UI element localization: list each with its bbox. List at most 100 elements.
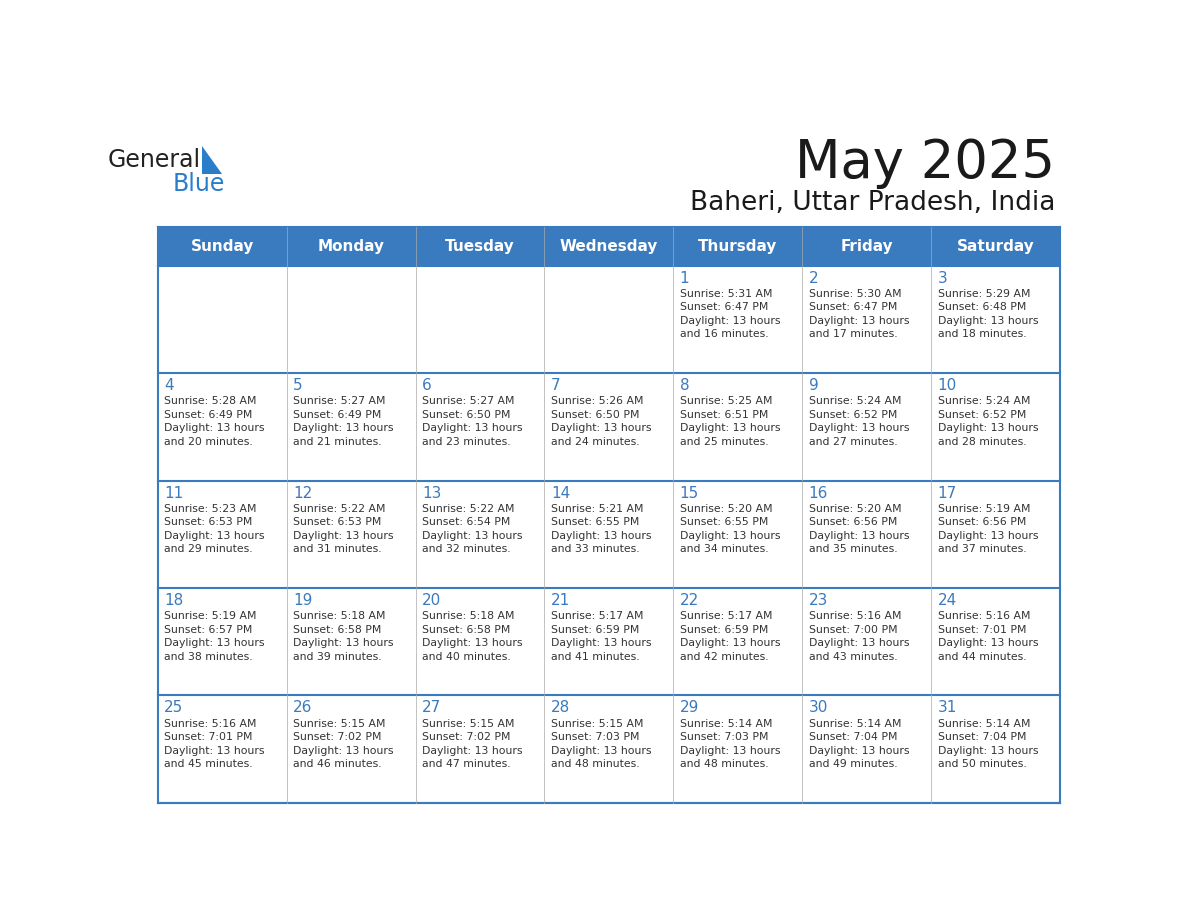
Text: Sunset: 6:52 PM: Sunset: 6:52 PM <box>937 409 1026 420</box>
Text: Sunday: Sunday <box>190 239 254 253</box>
Text: and 23 minutes.: and 23 minutes. <box>422 437 511 447</box>
Text: 10: 10 <box>937 378 956 393</box>
Text: and 48 minutes.: and 48 minutes. <box>680 759 769 769</box>
Text: and 44 minutes.: and 44 minutes. <box>937 652 1026 662</box>
Text: and 28 minutes.: and 28 minutes. <box>937 437 1026 447</box>
Text: Daylight: 13 hours: Daylight: 13 hours <box>680 638 781 648</box>
Text: and 31 minutes.: and 31 minutes. <box>293 544 381 554</box>
Bar <box>416 696 544 803</box>
Bar <box>158 227 286 265</box>
Text: Sunset: 6:59 PM: Sunset: 6:59 PM <box>551 625 639 634</box>
Bar <box>544 265 674 373</box>
Text: 8: 8 <box>680 378 689 393</box>
Bar <box>931 227 1060 265</box>
Text: Sunset: 7:04 PM: Sunset: 7:04 PM <box>937 733 1026 742</box>
Text: Daylight: 13 hours: Daylight: 13 hours <box>937 423 1038 433</box>
Bar <box>802 696 931 803</box>
Text: Daylight: 13 hours: Daylight: 13 hours <box>680 745 781 756</box>
Text: Sunset: 6:58 PM: Sunset: 6:58 PM <box>422 625 511 634</box>
Text: Sunrise: 5:14 AM: Sunrise: 5:14 AM <box>937 719 1030 729</box>
Text: Sunset: 7:03 PM: Sunset: 7:03 PM <box>551 733 639 742</box>
Text: 2: 2 <box>809 271 819 285</box>
Text: Daylight: 13 hours: Daylight: 13 hours <box>422 531 523 541</box>
Text: Daylight: 13 hours: Daylight: 13 hours <box>551 745 651 756</box>
Text: and 50 minutes.: and 50 minutes. <box>937 759 1026 769</box>
Text: Sunrise: 5:19 AM: Sunrise: 5:19 AM <box>164 611 257 621</box>
Text: Wednesday: Wednesday <box>560 239 658 253</box>
Text: 9: 9 <box>809 378 819 393</box>
Bar <box>802 227 931 265</box>
Text: 15: 15 <box>680 486 699 500</box>
Text: Sunset: 7:02 PM: Sunset: 7:02 PM <box>293 733 381 742</box>
Text: Friday: Friday <box>840 239 893 253</box>
Text: 4: 4 <box>164 378 173 393</box>
Text: Sunrise: 5:22 AM: Sunrise: 5:22 AM <box>293 504 386 514</box>
Text: Sunrise: 5:31 AM: Sunrise: 5:31 AM <box>680 289 772 299</box>
Text: Tuesday: Tuesday <box>446 239 514 253</box>
Text: Sunset: 6:56 PM: Sunset: 6:56 PM <box>809 518 897 527</box>
Text: Daylight: 13 hours: Daylight: 13 hours <box>164 423 265 433</box>
Text: and 24 minutes.: and 24 minutes. <box>551 437 639 447</box>
Text: 25: 25 <box>164 700 183 715</box>
Bar <box>158 696 286 803</box>
Bar <box>544 227 674 265</box>
Text: Daylight: 13 hours: Daylight: 13 hours <box>422 423 523 433</box>
Text: Daylight: 13 hours: Daylight: 13 hours <box>551 423 651 433</box>
Text: Sunrise: 5:16 AM: Sunrise: 5:16 AM <box>937 611 1030 621</box>
Text: and 48 minutes.: and 48 minutes. <box>551 759 639 769</box>
Text: Sunset: 6:47 PM: Sunset: 6:47 PM <box>809 302 897 312</box>
Bar <box>931 480 1060 588</box>
Text: Sunset: 6:59 PM: Sunset: 6:59 PM <box>680 625 769 634</box>
Text: and 18 minutes.: and 18 minutes. <box>937 330 1026 340</box>
Bar <box>931 373 1060 480</box>
Text: Sunset: 6:49 PM: Sunset: 6:49 PM <box>164 409 253 420</box>
Bar <box>802 480 931 588</box>
Text: Sunset: 7:01 PM: Sunset: 7:01 PM <box>937 625 1026 634</box>
Text: 12: 12 <box>293 486 312 500</box>
Bar <box>416 480 544 588</box>
Text: Sunrise: 5:25 AM: Sunrise: 5:25 AM <box>680 397 772 407</box>
Bar <box>931 588 1060 696</box>
Text: 28: 28 <box>551 700 570 715</box>
Text: and 29 minutes.: and 29 minutes. <box>164 544 253 554</box>
Text: Daylight: 13 hours: Daylight: 13 hours <box>809 423 909 433</box>
Bar <box>674 480 802 588</box>
Text: Sunset: 6:54 PM: Sunset: 6:54 PM <box>422 518 511 527</box>
Bar <box>544 588 674 696</box>
Text: Sunrise: 5:15 AM: Sunrise: 5:15 AM <box>551 719 644 729</box>
Text: 6: 6 <box>422 378 431 393</box>
Text: Sunset: 6:55 PM: Sunset: 6:55 PM <box>551 518 639 527</box>
Text: 31: 31 <box>937 700 956 715</box>
Text: Sunrise: 5:16 AM: Sunrise: 5:16 AM <box>164 719 257 729</box>
Text: Daylight: 13 hours: Daylight: 13 hours <box>293 638 393 648</box>
Text: Sunrise: 5:20 AM: Sunrise: 5:20 AM <box>680 504 772 514</box>
Text: Sunset: 6:57 PM: Sunset: 6:57 PM <box>164 625 253 634</box>
Text: Daylight: 13 hours: Daylight: 13 hours <box>937 531 1038 541</box>
Text: Monday: Monday <box>317 239 385 253</box>
Text: Sunset: 7:00 PM: Sunset: 7:00 PM <box>809 625 897 634</box>
Text: Daylight: 13 hours: Daylight: 13 hours <box>937 745 1038 756</box>
Text: and 34 minutes.: and 34 minutes. <box>680 544 769 554</box>
Text: Sunset: 6:58 PM: Sunset: 6:58 PM <box>293 625 381 634</box>
Text: Sunset: 6:55 PM: Sunset: 6:55 PM <box>680 518 769 527</box>
Text: Daylight: 13 hours: Daylight: 13 hours <box>680 531 781 541</box>
Bar <box>286 265 416 373</box>
Text: Sunrise: 5:16 AM: Sunrise: 5:16 AM <box>809 611 902 621</box>
Text: 3: 3 <box>937 271 947 285</box>
Text: 22: 22 <box>680 593 699 608</box>
Text: and 49 minutes.: and 49 minutes. <box>809 759 897 769</box>
Text: and 43 minutes.: and 43 minutes. <box>809 652 897 662</box>
Text: Sunrise: 5:27 AM: Sunrise: 5:27 AM <box>422 397 514 407</box>
Text: and 20 minutes.: and 20 minutes. <box>164 437 253 447</box>
Text: Daylight: 13 hours: Daylight: 13 hours <box>164 638 265 648</box>
Text: Sunset: 6:50 PM: Sunset: 6:50 PM <box>422 409 511 420</box>
Text: Daylight: 13 hours: Daylight: 13 hours <box>293 531 393 541</box>
Text: and 46 minutes.: and 46 minutes. <box>293 759 381 769</box>
Text: and 45 minutes.: and 45 minutes. <box>164 759 253 769</box>
Text: Sunrise: 5:17 AM: Sunrise: 5:17 AM <box>680 611 772 621</box>
Text: Daylight: 13 hours: Daylight: 13 hours <box>937 316 1038 326</box>
Bar <box>286 696 416 803</box>
Text: Sunrise: 5:24 AM: Sunrise: 5:24 AM <box>809 397 902 407</box>
Bar <box>802 265 931 373</box>
Text: Blue: Blue <box>172 173 225 196</box>
